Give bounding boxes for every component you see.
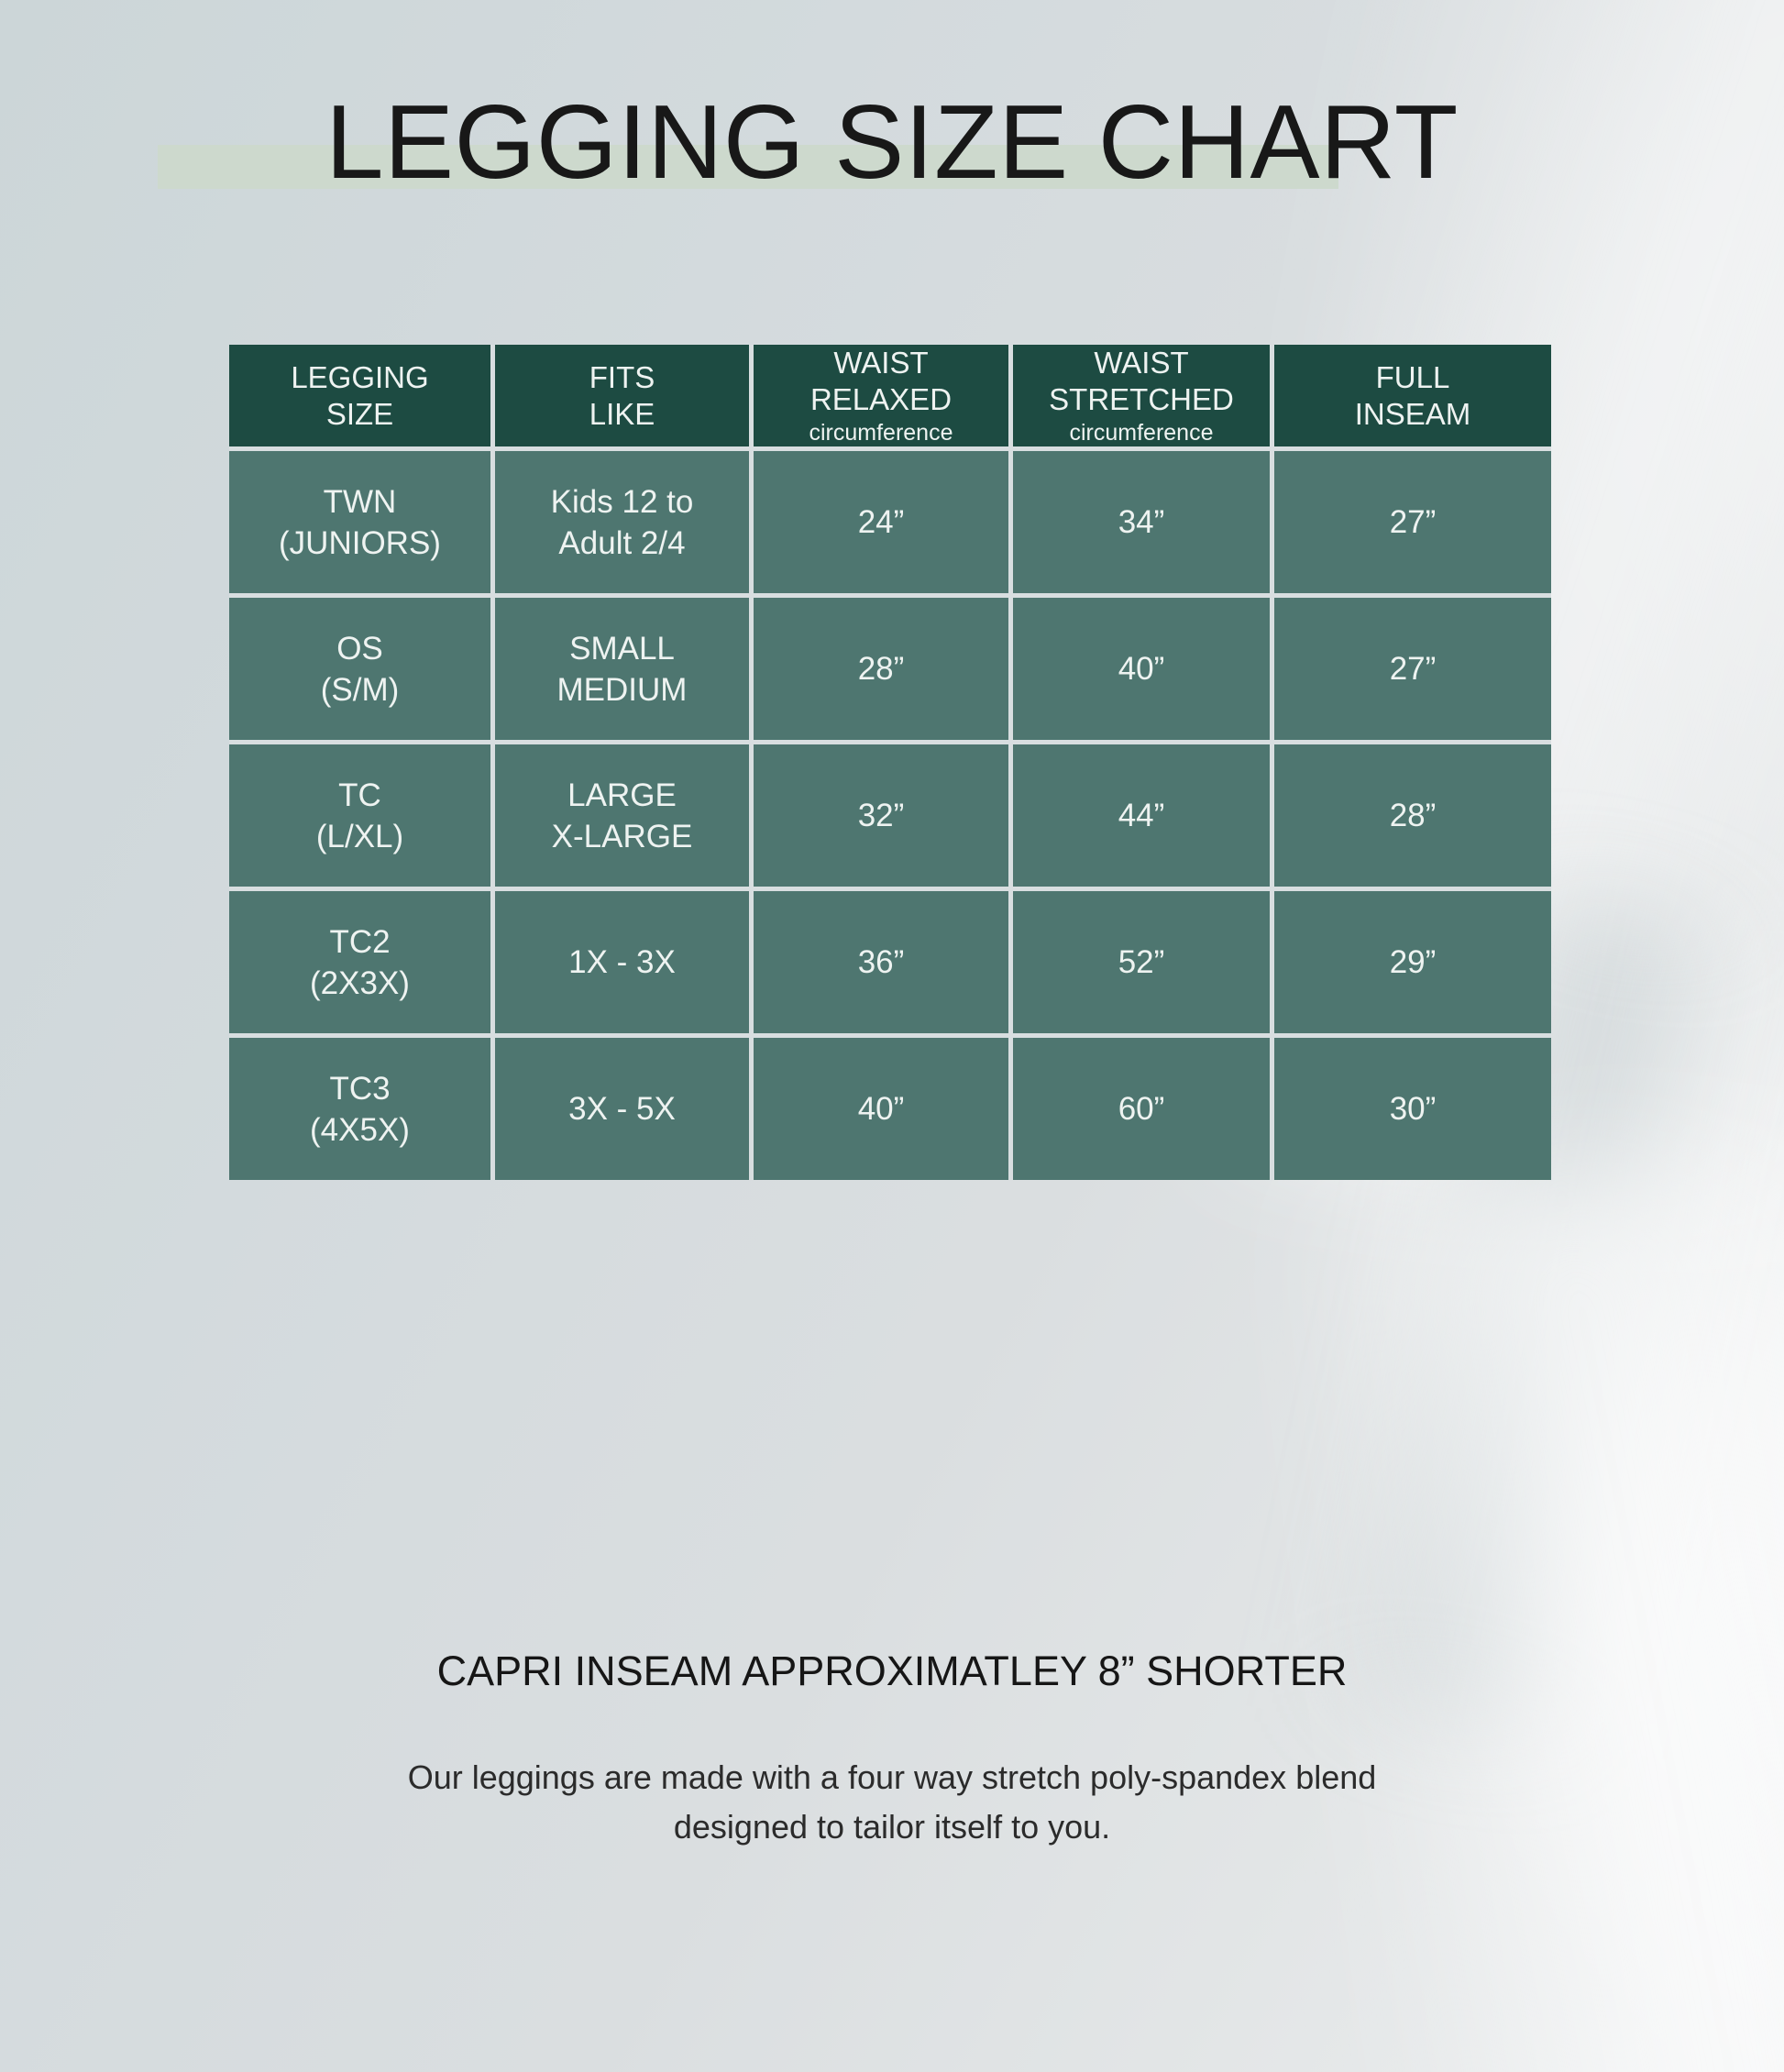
cell-waist-stretched: 52” [1013,891,1274,1038]
capri-inseam-note: CAPRI INSEAM APPROXIMATLEY 8” SHORTER [436,1648,1348,1694]
cell-line1: TC3 [329,1070,391,1107]
cell-full-inseam: 29” [1274,891,1551,1038]
column-header-line1: FITS [589,359,655,394]
legging-size-table: LEGGING SIZE FITS LIKE WAIST RELAXED cir… [229,345,1551,1180]
column-header-line2: RELAXED [809,382,953,416]
cell-waist-stretched: 40” [1013,598,1274,744]
cell-legging-size: TWN (JUNIORS) [229,451,495,598]
cell-fits-like: LARGE X-LARGE [495,744,754,891]
cell-line2: (S/M) [320,671,400,708]
cell-line2: Adult 2/4 [558,524,686,561]
cell-line2: (L/XL) [315,818,404,854]
cell-waist-relaxed: 36” [754,891,1013,1038]
column-header-line1: WAIST [833,346,929,380]
cell-legging-size: TC (L/XL) [229,744,495,891]
column-header-waist-relaxed: WAIST RELAXED circumference [754,345,1013,451]
cell-waist-stretched: 60” [1013,1038,1274,1180]
cell-legging-size: TC3 (4X5X) [229,1038,495,1180]
table-row: OS (S/M) SMALL MEDIUM 28” 40” 27” [229,598,1551,744]
column-header-fits-like: FITS LIKE [495,345,754,451]
title-highlight-band [158,145,1338,189]
column-header-line1: WAIST [1094,346,1189,380]
column-header-line2: SIZE [325,396,394,431]
cell-full-inseam: 27” [1274,451,1551,598]
table-header: LEGGING SIZE FITS LIKE WAIST RELAXED cir… [229,345,1551,451]
column-header-full-inseam: FULL INSEAM [1274,345,1551,451]
cell-line1: 1X - 3X [568,944,676,980]
table-row: TWN (JUNIORS) Kids 12 to Adult 2/4 24” 3… [229,451,1551,598]
cell-line1: TWN [323,483,397,520]
cell-line1: 3X - 5X [568,1091,676,1127]
cell-waist-relaxed: 28” [754,598,1013,744]
cell-legging-size: OS (S/M) [229,598,495,744]
cell-line1: LARGE [567,777,677,813]
column-header-subtitle: circumference [1069,420,1214,446]
cell-full-inseam: 28” [1274,744,1551,891]
cell-waist-relaxed: 40” [754,1038,1013,1180]
column-header-subtitle: circumference [809,420,953,446]
cell-waist-stretched: 34” [1013,451,1274,598]
cell-line2: MEDIUM [556,671,688,708]
cell-line2: X-LARGE [551,818,693,854]
cell-line1: SMALL [569,630,675,667]
column-header-line2: LIKE [589,396,655,431]
cell-line2: (2X3X) [310,964,410,1001]
cell-fits-like: SMALL MEDIUM [495,598,754,744]
column-header-line1: LEGGING [291,359,429,394]
cell-fits-like: 3X - 5X [495,1038,754,1180]
cell-legging-size: TC2 (2X3X) [229,891,495,1038]
fabric-blend-note-line2: designed to tailor itself to you. [673,1808,1111,1846]
cell-full-inseam: 27” [1274,598,1551,744]
cell-waist-relaxed: 24” [754,451,1013,598]
table-header-row: LEGGING SIZE FITS LIKE WAIST RELAXED cir… [229,345,1551,451]
table-row: TC3 (4X5X) 3X - 5X 40” 60” 30” [229,1038,1551,1180]
cell-line2: (JUNIORS) [279,524,441,561]
table-row: TC2 (2X3X) 1X - 3X 36” 52” 29” [229,891,1551,1038]
column-header-line1: FULL [1375,359,1450,394]
cell-line1: TC [338,777,381,813]
cell-line1: Kids 12 to [550,483,694,520]
column-header-legging-size: LEGGING SIZE [229,345,495,451]
column-header-line2: STRETCHED [1049,382,1234,416]
column-header-waist-stretched: WAIST STRETCHED circumference [1013,345,1274,451]
column-header-line2: INSEAM [1354,396,1471,431]
cell-fits-like: Kids 12 to Adult 2/4 [495,451,754,598]
table-body: TWN (JUNIORS) Kids 12 to Adult 2/4 24” 3… [229,451,1551,1180]
cell-line1: TC2 [329,923,391,960]
fabric-blend-note-line1: Our leggings are made with a four way st… [407,1758,1377,1796]
table-row: TC (L/XL) LARGE X-LARGE 32” 44” 28” [229,744,1551,891]
fabric-blend-note: Our leggings are made with a four way st… [0,1753,1784,1852]
cell-line1: OS [336,630,383,667]
cell-full-inseam: 30” [1274,1038,1551,1180]
cell-waist-relaxed: 32” [754,744,1013,891]
cell-waist-stretched: 44” [1013,744,1274,891]
title-area: LEGGING SIZE CHART [0,88,1784,226]
background-light-streak-bottom [1322,1138,1784,2072]
page-title: LEGGING SIZE CHART [325,84,1459,201]
cell-line2: (4X5X) [310,1111,410,1148]
cell-fits-like: 1X - 3X [495,891,754,1038]
